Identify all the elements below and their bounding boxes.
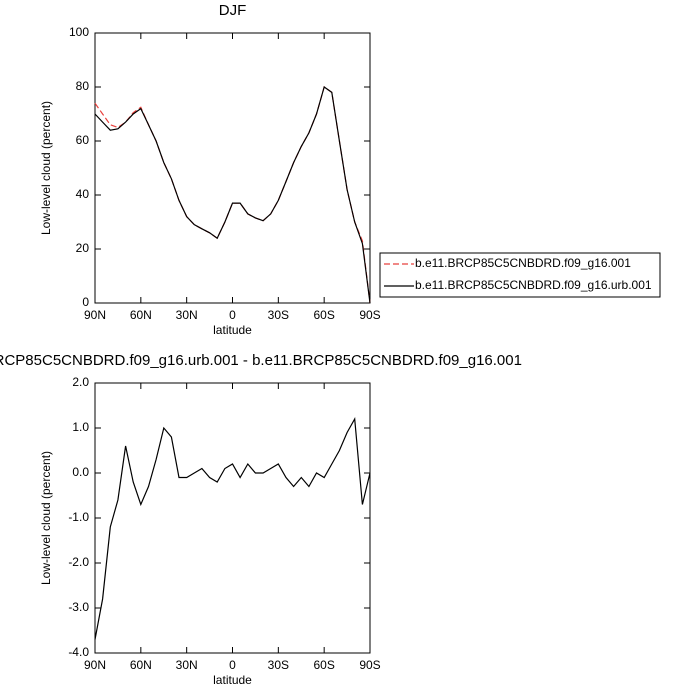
y-tick-label: 0.0 [72,465,89,479]
x-tick-label: 90N [84,658,106,672]
x-tick-label: 30S [268,658,289,672]
legend-box [379,252,661,298]
legend-label: b.e11.BRCP85C5CNBDRD.f09_g16.urb.001 [415,278,652,292]
y-tick-label: 80 [76,79,90,93]
chart-title: b.e11.BRCP85C5CNBDRD.f09_g16.urb.001 - b… [0,352,522,369]
y-axis-label: Low-level cloud (percent) [39,451,53,585]
y-axis-label: Low-level cloud (percent) [39,101,53,235]
chart-title: DJF [219,2,247,19]
x-tick-label: 0 [229,658,236,672]
y-tick-label: -1.0 [68,510,89,524]
x-tick-label: 30N [176,308,198,322]
y-tick-label: 20 [76,241,90,255]
y-tick-label: 0 [82,295,89,309]
x-tick-label: 60S [313,308,334,322]
legend-label: b.e11.BRCP85C5CNBDRD.f09_g16.001 [415,256,631,270]
y-tick-label: 40 [76,187,90,201]
y-tick-label: 100 [69,25,89,39]
data-line [94,86,371,304]
y-tick-label: -2.0 [68,555,89,569]
plot-frame [94,382,371,654]
x-tick-label: 0 [229,308,236,322]
x-tick-label: 90S [359,658,380,672]
y-tick-label: 2.0 [72,375,89,389]
x-tick-label: 90N [84,308,106,322]
y-tick-label: -4.0 [68,645,89,659]
plot-frame [94,32,371,304]
data-line [94,417,371,640]
x-tick-label: 30N [176,658,198,672]
y-tick-label: -3.0 [68,600,89,614]
y-tick-label: 60 [76,133,90,147]
data-line [94,86,371,304]
x-axis-label: latitude [213,323,252,337]
y-tick-label: 1.0 [72,420,89,434]
x-tick-label: 60N [130,658,152,672]
x-axis-label: latitude [213,673,252,687]
x-tick-label: 60S [313,658,334,672]
x-tick-label: 30S [268,308,289,322]
x-tick-label: 90S [359,308,380,322]
x-tick-label: 60N [130,308,152,322]
